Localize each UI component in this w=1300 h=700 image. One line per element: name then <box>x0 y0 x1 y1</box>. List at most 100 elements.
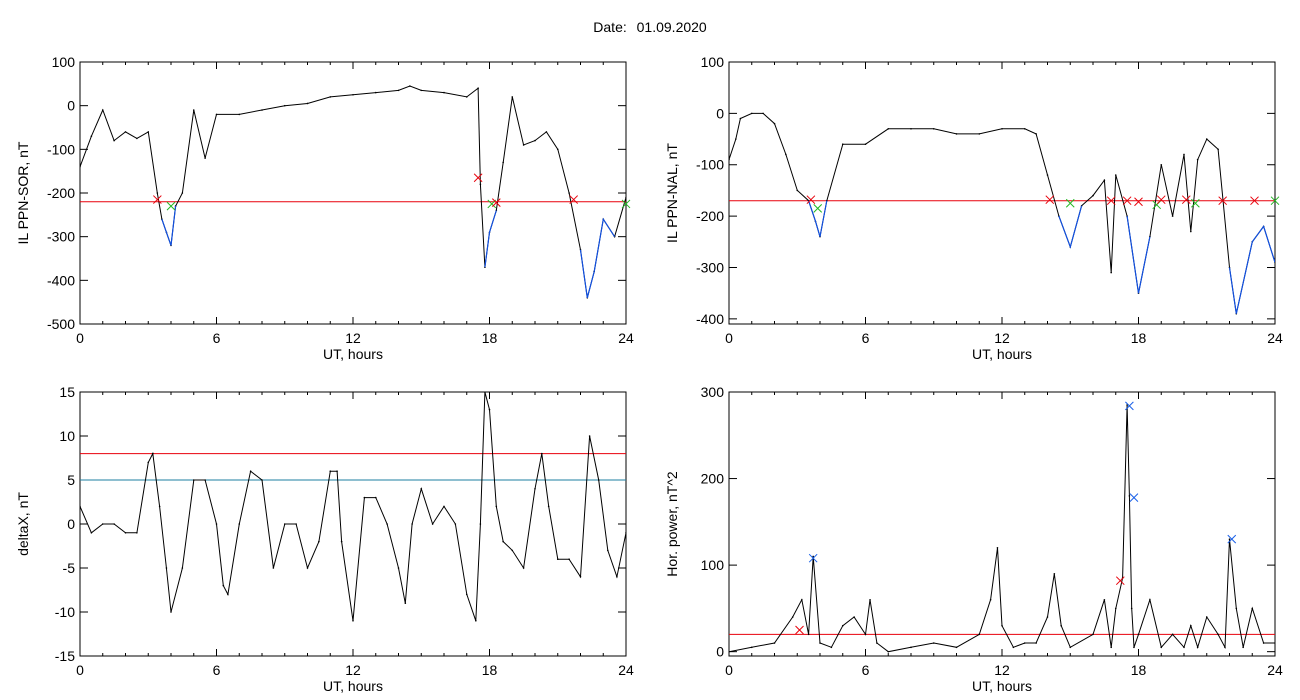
data-point <box>272 567 275 569</box>
x-tick-label: 24 <box>1267 662 1283 678</box>
data-point <box>910 127 912 130</box>
data-point <box>1069 646 1072 649</box>
event-marker-green <box>1270 196 1280 206</box>
data-point <box>352 93 354 96</box>
data-point <box>136 532 138 534</box>
data-point <box>1092 633 1094 636</box>
data-point <box>1114 174 1117 176</box>
y-tick-label: -10 <box>55 604 75 620</box>
data-point <box>1133 646 1135 649</box>
event-marker-red <box>1181 195 1191 205</box>
data-point <box>796 189 799 192</box>
data-point <box>534 139 536 142</box>
series-line <box>80 392 626 621</box>
data-point <box>1060 624 1062 627</box>
x-axis-label: UT, hours <box>972 346 1032 362</box>
data-point <box>101 523 104 525</box>
y-tick-label: 5 <box>67 472 75 488</box>
data-point <box>397 89 400 92</box>
data-point <box>181 567 184 569</box>
x-axis-label: UT, hours <box>323 678 383 694</box>
event-marker-red <box>1045 195 1055 205</box>
data-point <box>541 452 543 455</box>
data-point <box>80 505 81 508</box>
data-point <box>147 461 150 464</box>
data-point <box>1012 646 1015 649</box>
data-point <box>887 650 890 653</box>
x-tick-label: 12 <box>345 330 361 346</box>
data-point <box>1053 572 1056 575</box>
data-point <box>1205 138 1208 140</box>
x-tick-label: 18 <box>1131 662 1147 678</box>
data-point <box>750 112 753 115</box>
chart-panel-3: 0 6 12 18 24 15 10 5 0 -5 -10 -15 UT, hours deltaX, n… <box>15 384 634 694</box>
data-point <box>996 547 999 549</box>
data-point <box>762 112 764 115</box>
data-point <box>1262 642 1265 644</box>
data-point <box>869 598 871 601</box>
data-point <box>495 505 498 508</box>
y-tick-label: 100 <box>701 54 725 70</box>
data-point <box>261 479 263 481</box>
data-point <box>910 646 912 649</box>
data-point <box>222 584 225 587</box>
x-tick-label: 12 <box>345 662 361 678</box>
data-point <box>1128 495 1131 497</box>
data-point <box>1171 633 1174 636</box>
data-point <box>1190 230 1192 233</box>
data-point <box>1160 646 1163 649</box>
event-marker-green <box>1065 198 1075 208</box>
figure-header: Date: 01.09.2020 <box>0 19 1300 35</box>
event-marker-red <box>806 195 816 205</box>
data-point <box>238 113 241 116</box>
x-axis-label: UT, hours <box>972 678 1032 694</box>
data-point <box>443 91 445 94</box>
data-point <box>1110 646 1112 649</box>
data-point <box>479 183 482 186</box>
data-point <box>1217 633 1219 636</box>
event-marker-green <box>166 201 176 211</box>
data-point <box>616 576 618 578</box>
y-axis-label: deltaX, nT <box>15 492 31 556</box>
y-tick-label: 0 <box>716 105 724 121</box>
data-point <box>1190 624 1192 627</box>
data-point <box>443 505 445 508</box>
below-threshold-segment <box>808 200 828 237</box>
data-point <box>484 392 486 393</box>
data-point <box>1228 538 1231 540</box>
data-point <box>547 505 550 508</box>
data-point <box>607 549 609 552</box>
y-tick-label: 0 <box>67 516 75 532</box>
data-point <box>386 523 388 525</box>
data-point <box>807 633 810 636</box>
data-point <box>192 109 195 111</box>
data-point <box>136 137 138 140</box>
event-marker-green <box>1191 198 1200 208</box>
data-point <box>479 523 482 525</box>
chart-panel-1: 0 6 12 18 24 100 0 -100 -200 -300 -400 -500 UT, hour… <box>15 54 634 362</box>
y-tick-label: 300 <box>701 384 725 400</box>
data-point <box>192 479 195 481</box>
data-point <box>411 523 413 525</box>
y-tick-label: 200 <box>701 471 725 487</box>
x-tick-label: 18 <box>1131 330 1147 346</box>
data-point <box>409 85 411 87</box>
data-point <box>329 96 332 98</box>
data-point <box>1149 598 1151 601</box>
data-point <box>156 192 159 194</box>
data-point <box>306 102 309 105</box>
data-point <box>864 633 867 636</box>
data-point <box>215 113 218 116</box>
data-point <box>475 620 477 622</box>
data-point <box>1137 633 1140 636</box>
data-point <box>750 646 753 649</box>
data-point <box>420 488 423 490</box>
x-tick-label: 12 <box>994 662 1010 678</box>
y-tick-label: 100 <box>701 557 725 573</box>
y-tick-label: 10 <box>59 428 75 444</box>
series-line <box>80 85 626 298</box>
data-point <box>90 135 93 138</box>
data-point <box>791 616 794 618</box>
data-point <box>1046 616 1049 618</box>
